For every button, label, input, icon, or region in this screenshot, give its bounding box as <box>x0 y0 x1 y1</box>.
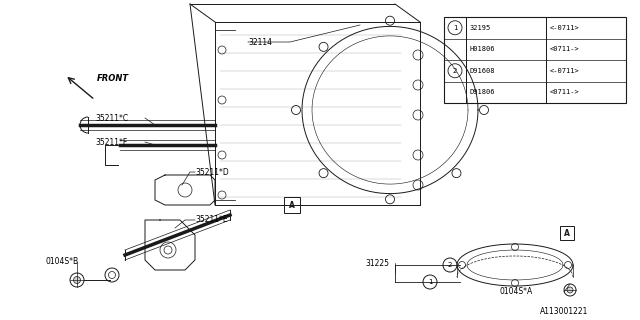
Circle shape <box>567 287 573 293</box>
Text: A: A <box>289 201 295 210</box>
Text: <0711->: <0711-> <box>550 89 580 95</box>
Circle shape <box>413 150 423 160</box>
Text: D91806: D91806 <box>470 89 495 95</box>
FancyBboxPatch shape <box>560 226 574 240</box>
Text: 0104S*B: 0104S*B <box>45 258 78 267</box>
Circle shape <box>443 258 457 272</box>
Circle shape <box>70 273 84 287</box>
Circle shape <box>564 284 576 296</box>
Text: 2: 2 <box>448 262 452 268</box>
Text: 35211*F: 35211*F <box>95 138 127 147</box>
Text: 31225: 31225 <box>365 259 389 268</box>
Text: 35211*D: 35211*D <box>195 167 228 177</box>
Text: A: A <box>564 228 570 237</box>
FancyBboxPatch shape <box>284 197 300 213</box>
Text: 32114: 32114 <box>248 37 272 46</box>
Circle shape <box>448 21 462 35</box>
Circle shape <box>448 64 462 78</box>
Bar <box>444 17 626 103</box>
Circle shape <box>413 180 423 190</box>
Circle shape <box>423 275 437 289</box>
Text: <-0711>: <-0711> <box>550 25 580 31</box>
Text: D91608: D91608 <box>470 68 495 74</box>
Text: <-0711>: <-0711> <box>550 68 580 74</box>
Circle shape <box>413 110 423 120</box>
Text: H01806: H01806 <box>470 46 495 52</box>
Circle shape <box>105 268 119 282</box>
Text: 1: 1 <box>428 279 432 285</box>
Circle shape <box>413 50 423 60</box>
Circle shape <box>74 276 81 284</box>
Text: A113001221: A113001221 <box>540 308 588 316</box>
Text: 2: 2 <box>453 68 457 74</box>
Text: <0711->: <0711-> <box>550 46 580 52</box>
Text: 35211*E: 35211*E <box>195 215 228 225</box>
Text: 0104S*A: 0104S*A <box>500 287 533 297</box>
Circle shape <box>413 80 423 90</box>
Text: 32195: 32195 <box>470 25 492 31</box>
Text: FRONT: FRONT <box>97 74 129 83</box>
Text: 1: 1 <box>452 25 457 31</box>
Text: 35211*C: 35211*C <box>95 114 128 123</box>
